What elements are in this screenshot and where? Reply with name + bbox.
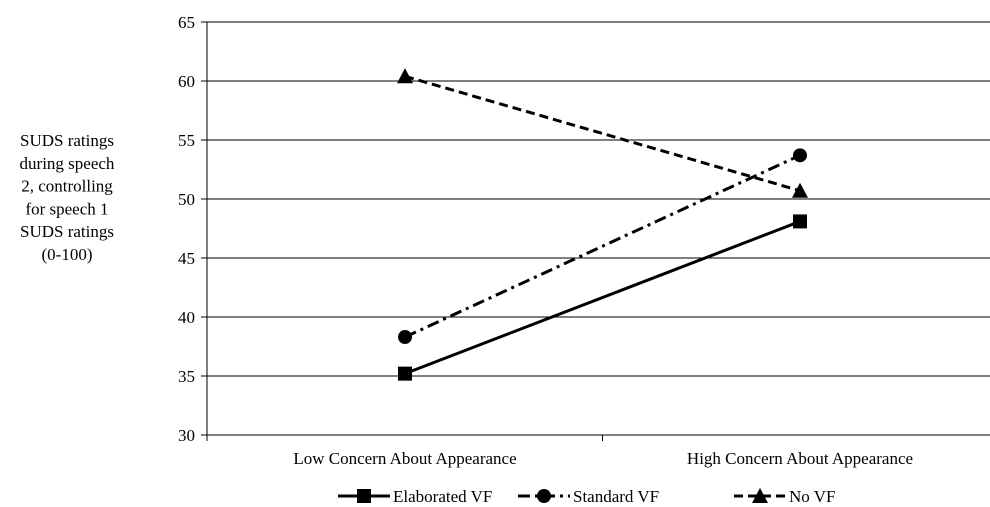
data-point-standard-vf (398, 330, 412, 345)
x-tick-label: Low Concern About Appearance (293, 449, 516, 468)
y-axis-label-line: SUDS ratings (20, 131, 114, 150)
series (397, 68, 808, 381)
legend-swatch-marker (752, 488, 768, 503)
y-axis-label-line: during speech (20, 154, 115, 173)
y-axis-label-line: SUDS ratings (20, 222, 114, 241)
y-axis-label-line: 2, controlling (21, 177, 113, 196)
y-axis-label: SUDS ratings during speech 2, controlling f… (20, 131, 115, 264)
x-tick-labels: Low Concern About Appearance High Concern… (293, 449, 913, 468)
y-axis-label-line: for speech 1 (25, 199, 108, 218)
data-point-standard-vf (793, 148, 807, 163)
legend-label: No VF (789, 487, 835, 506)
legend[interactable]: Elaborated VF Standard VF No VF (338, 487, 835, 506)
y-tick-label: 35 (178, 367, 195, 386)
gridlines (207, 21, 990, 436)
data-point-elaborated-vf (398, 366, 412, 381)
y-tick-label: 45 (178, 249, 195, 268)
y-tick-label: 50 (178, 190, 195, 209)
axes (201, 21, 603, 441)
legend-item-elaborated-vf[interactable]: Elaborated VF (338, 487, 492, 506)
y-axis-label-line: (0-100) (42, 245, 93, 264)
y-tick-label: 55 (178, 131, 195, 150)
legend-item-standard-vf[interactable]: Standard VF (518, 487, 659, 506)
data-point-no-vf (792, 182, 808, 198)
y-tick-label: 60 (178, 72, 195, 91)
legend-swatch-marker (357, 489, 371, 503)
y-tick-label: 65 (178, 13, 195, 32)
data-point-elaborated-vf (793, 214, 807, 229)
x-tick-label: High Concern About Appearance (687, 449, 913, 468)
legend-swatch-marker (537, 489, 551, 503)
series-line-elaborated-vf (404, 220, 801, 376)
y-tick-labels: 30 35 40 45 50 55 60 65 (178, 13, 195, 445)
series-line-no-vf (404, 74, 801, 193)
y-tick-label: 40 (178, 308, 195, 327)
y-tick-label: 30 (178, 426, 195, 445)
legend-label: Elaborated VF (393, 487, 492, 506)
legend-label: Standard VF (573, 487, 659, 506)
legend-item-no-vf[interactable]: No VF (734, 487, 835, 506)
data-point-no-vf (397, 68, 413, 84)
series-line-standard-vf (404, 153, 801, 339)
